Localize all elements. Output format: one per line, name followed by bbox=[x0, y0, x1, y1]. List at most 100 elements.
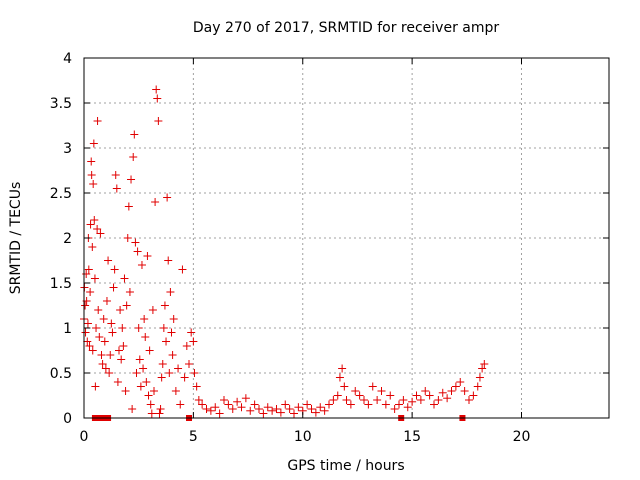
data-point bbox=[107, 319, 116, 328]
data-point bbox=[108, 328, 117, 337]
data-point bbox=[250, 400, 259, 409]
y-tick-label: 1 bbox=[63, 321, 72, 337]
data-point bbox=[478, 364, 487, 373]
data-point bbox=[303, 400, 312, 409]
data-point bbox=[364, 400, 373, 409]
y-tick-label: 3.5 bbox=[50, 96, 72, 112]
data-point bbox=[187, 328, 196, 337]
data-point bbox=[123, 234, 132, 242]
data-point bbox=[89, 180, 98, 188]
data-point bbox=[105, 369, 114, 377]
data-point bbox=[147, 409, 156, 418]
data-point bbox=[168, 351, 177, 359]
data-point bbox=[211, 403, 220, 412]
chart-title: Day 270 of 2017, SRMTID for receiver amp… bbox=[193, 20, 500, 36]
data-point bbox=[386, 391, 395, 400]
y-tick-label: 0 bbox=[63, 411, 72, 427]
data-point bbox=[377, 387, 386, 395]
data-point bbox=[136, 382, 145, 391]
data-point bbox=[121, 387, 130, 395]
data-point bbox=[237, 403, 246, 412]
data-point bbox=[134, 324, 143, 332]
data-point bbox=[281, 400, 290, 409]
data-point bbox=[333, 391, 342, 400]
data-point bbox=[220, 396, 228, 404]
data-point bbox=[340, 382, 349, 391]
data-point bbox=[87, 171, 96, 179]
data-point bbox=[94, 306, 103, 314]
data-point bbox=[456, 378, 465, 386]
data-point bbox=[316, 403, 325, 412]
data-point bbox=[89, 139, 98, 148]
data-point bbox=[443, 394, 452, 403]
data-points bbox=[80, 85, 489, 421]
data-point bbox=[122, 301, 131, 310]
data-point bbox=[167, 328, 176, 337]
data-point bbox=[93, 117, 102, 125]
data-point bbox=[83, 319, 92, 328]
data-point bbox=[96, 229, 105, 238]
data-point bbox=[143, 252, 152, 260]
data-point bbox=[157, 373, 166, 382]
data-point bbox=[91, 382, 100, 391]
data-point bbox=[87, 157, 96, 166]
data-point bbox=[101, 364, 110, 373]
data-point bbox=[185, 360, 193, 368]
data-point bbox=[84, 265, 93, 274]
x-tick-label: 0 bbox=[80, 429, 89, 445]
data-point bbox=[156, 405, 165, 413]
data-point bbox=[132, 369, 141, 377]
data-point bbox=[285, 405, 294, 413]
data-point bbox=[155, 409, 164, 418]
data-point bbox=[325, 400, 333, 409]
y-tick-label: 1.5 bbox=[50, 276, 72, 292]
data-point bbox=[115, 346, 123, 355]
data-point bbox=[434, 396, 443, 404]
data-point bbox=[241, 394, 250, 403]
data-point bbox=[88, 346, 97, 355]
data-point bbox=[351, 387, 360, 395]
data-point bbox=[118, 324, 127, 332]
data-point bbox=[272, 405, 281, 413]
data-point bbox=[81, 301, 90, 310]
data-point bbox=[95, 333, 104, 341]
data-point bbox=[154, 117, 163, 125]
data-point bbox=[194, 396, 203, 404]
data-point bbox=[166, 288, 175, 296]
y-tick-label: 3 bbox=[63, 141, 72, 157]
data-point bbox=[180, 373, 189, 382]
data-point bbox=[460, 387, 469, 395]
data-point bbox=[113, 378, 122, 386]
data-point bbox=[228, 405, 237, 413]
data-point bbox=[171, 387, 180, 395]
data-point bbox=[224, 400, 233, 409]
data-point bbox=[93, 225, 102, 233]
data-point bbox=[395, 400, 403, 409]
data-point bbox=[338, 364, 347, 373]
y-axis-label: SRMTID / TECUs bbox=[8, 182, 24, 295]
data-point bbox=[430, 400, 438, 409]
x-axis-label: GPS time / hours bbox=[287, 458, 404, 474]
data-point bbox=[174, 364, 183, 373]
data-point bbox=[469, 391, 478, 400]
data-point bbox=[473, 382, 482, 391]
data-point bbox=[346, 400, 355, 409]
data-point bbox=[128, 405, 137, 413]
x-tick-label: 10 bbox=[294, 429, 312, 445]
data-point bbox=[153, 94, 162, 103]
data-point bbox=[447, 387, 456, 395]
data-point bbox=[246, 406, 255, 415]
data-point bbox=[263, 403, 272, 412]
data-point bbox=[416, 396, 425, 404]
data-point bbox=[438, 388, 447, 397]
data-point bbox=[159, 324, 168, 332]
data-point bbox=[421, 387, 430, 395]
data-point bbox=[360, 396, 368, 404]
x-tick-label: 5 bbox=[189, 429, 198, 445]
data-point bbox=[90, 274, 99, 283]
data-point bbox=[110, 265, 119, 274]
data-point bbox=[130, 130, 139, 139]
data-point bbox=[294, 403, 303, 412]
data-point bbox=[162, 337, 171, 346]
